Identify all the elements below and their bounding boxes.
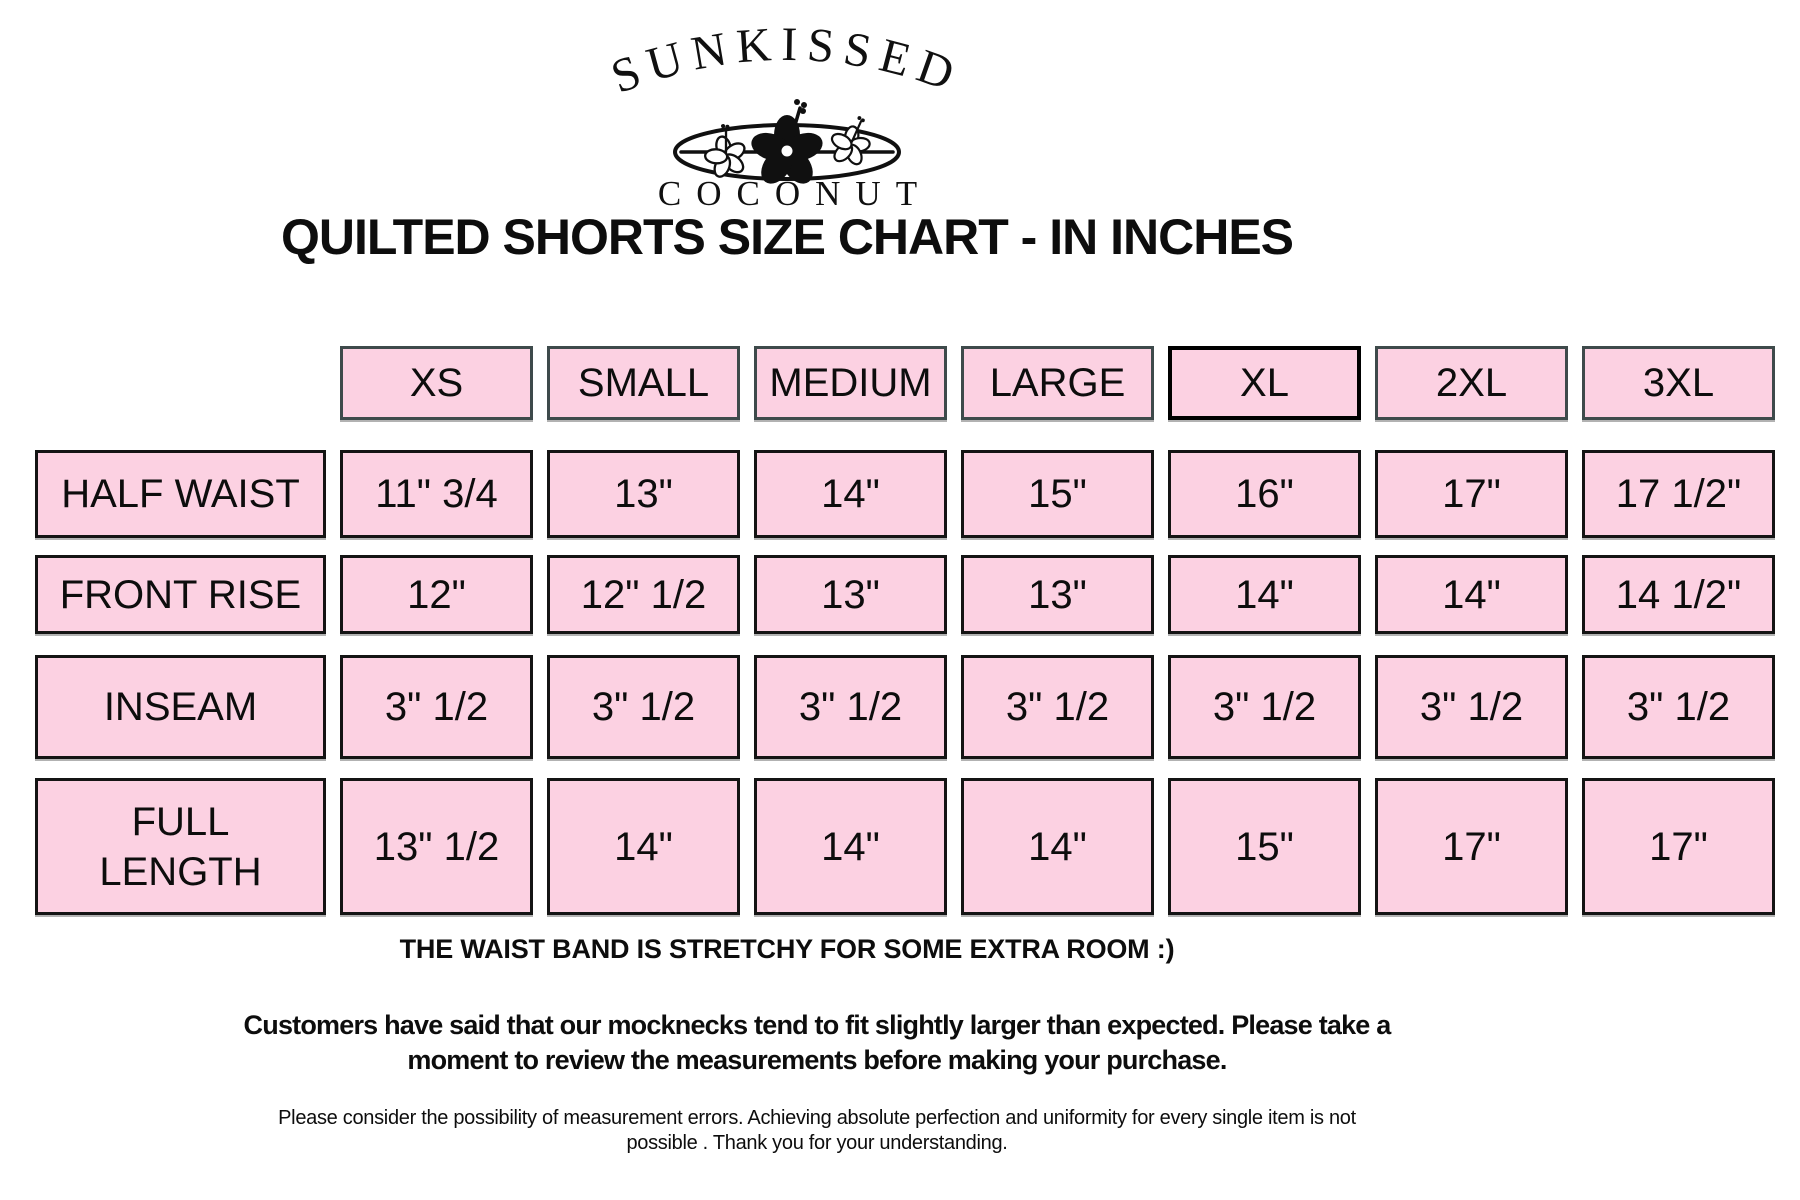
size-column-header-small: SMALL [547,346,740,420]
size-cell: 14" [547,778,740,915]
brand-name-bottom: COCONUT [658,174,932,211]
svg-text:SUNKISSED: SUNKISSED [605,18,970,104]
size-cell: 3" 1/2 [547,655,740,759]
table-row: HALF WAIST 11" 3/4 13" 14" 15" 16" 17" 17 1/2" [35,450,1775,538]
size-cell: 14" [754,450,947,538]
surfboard-hibiscus-icon [673,99,901,184]
page-title: QUILTED SHORTS SIZE CHART - IN INCHES [280,209,1294,265]
size-column-header-large: LARGE [961,346,1154,420]
size-cell: 14 1/2" [1582,555,1775,634]
size-column-header-xl: XL [1168,346,1361,420]
size-column-header-medium: MEDIUM [754,346,947,420]
table-row: FRONT RISE 12" 12" 1/2 13" 13" 14" 14" 14 1/2" [35,555,1775,634]
brand-logo: SUNKISSED [0,6,1574,216]
size-cell: 12" [340,555,533,634]
size-cell: 3" 1/2 [340,655,533,759]
size-cell: 15" [961,450,1154,538]
size-cell: 17" [1375,450,1568,538]
size-cell: 3" 1/2 [1375,655,1568,759]
brand-logo-graphic: SUNKISSED [605,18,970,213]
size-cell: 3" 1/2 [1168,655,1361,759]
size-cell: 17" [1582,778,1775,915]
fit-note-line-1: Customers have said that our mocknecks t… [243,1010,1392,1040]
disclaimer-line-1: Please consider the possibility of measu… [278,1107,1356,1129]
table-header-row: XS SMALL MEDIUM LARGE XL 2XL 3XL [35,346,1775,420]
size-cell: 14" [961,778,1154,915]
size-table: XS SMALL MEDIUM LARGE XL 2XL 3XL HALF WAIST 11" … [35,346,1775,915]
size-cell: 3" 1/2 [754,655,947,759]
disclaimer-note: Please consider the possibility of measu… [0,1106,1634,1156]
size-cell: 14" [1168,555,1361,634]
hibiscus-outline-right-icon [830,116,871,166]
size-cell: 16" [1168,450,1361,538]
size-cell: 14" [1375,555,1568,634]
size-cell: 13" [961,555,1154,634]
fit-note-line-2: moment to review the measurements before… [407,1045,1227,1075]
size-cell: 12" 1/2 [547,555,740,634]
table-corner-spacer [35,346,326,420]
size-cell: 13" 1/2 [340,778,533,915]
fit-note: Customers have said that our mocknecks t… [0,1008,1634,1078]
row-label: FULL LENGTH [35,778,326,915]
row-label: FRONT RISE [35,555,326,634]
size-column-header-xs: XS [340,346,533,420]
row-label: HALF WAIST [35,450,326,538]
brand-name-arc: SUNKISSED [605,18,961,104]
size-cell: 13" [754,555,947,634]
size-cell: 15" [1168,778,1361,915]
table-row: INSEAM 3" 1/2 3" 1/2 3" 1/2 3" 1/2 3" 1/2 3" 1… [35,655,1775,759]
row-label: INSEAM [35,655,326,759]
disclaimer-line-2: possible . Thank you for your understand… [626,1132,1008,1154]
table-row: FULL LENGTH 13" 1/2 14" 14" 14" 15" 17" 17" [35,778,1775,915]
size-cell: 3" 1/2 [1582,655,1775,759]
size-column-header-3xl: 3XL [1582,346,1775,420]
hibiscus-outline-left-icon [704,124,746,178]
size-cell: 17 1/2" [1582,450,1775,538]
size-column-header-2xl: 2XL [1375,346,1568,420]
size-cell: 11" 3/4 [340,450,533,538]
hibiscus-solid-icon [751,99,823,184]
size-cell: 14" [754,778,947,915]
size-cell: 13" [547,450,740,538]
size-cell: 3" 1/2 [961,655,1154,759]
stretch-note: THE WAIST BAND IS STRETCHY FOR SOME EXTR… [399,934,1175,964]
size-cell: 17" [1375,778,1568,915]
